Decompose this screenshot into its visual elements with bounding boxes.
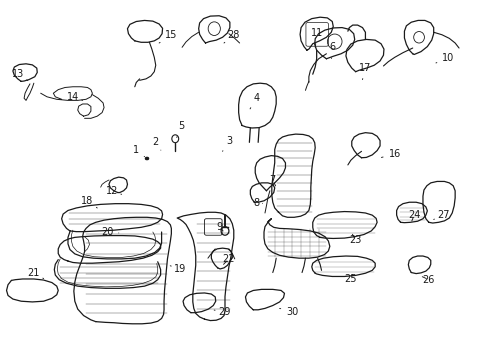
Text: 15: 15 — [159, 30, 177, 43]
Text: 17: 17 — [359, 63, 371, 80]
Text: 20: 20 — [101, 227, 119, 237]
Text: 11: 11 — [310, 28, 322, 48]
Text: 18: 18 — [81, 196, 97, 208]
Text: 25: 25 — [344, 274, 356, 284]
Text: 21: 21 — [28, 267, 43, 279]
Text: 23: 23 — [349, 234, 361, 245]
Text: 7: 7 — [269, 175, 275, 186]
Text: 4: 4 — [249, 93, 259, 109]
Text: 26: 26 — [422, 275, 434, 285]
Text: 2: 2 — [152, 138, 161, 150]
Text: 24: 24 — [407, 210, 420, 221]
Text: 5: 5 — [176, 121, 184, 138]
Text: 10: 10 — [435, 53, 453, 63]
Text: 27: 27 — [433, 210, 449, 220]
Text: 1: 1 — [133, 144, 144, 157]
Text: 13: 13 — [12, 69, 28, 81]
Text: 6: 6 — [328, 42, 335, 58]
Text: 30: 30 — [279, 307, 298, 317]
Text: 8: 8 — [253, 198, 262, 208]
Text: 14: 14 — [66, 92, 82, 102]
Text: 29: 29 — [214, 307, 230, 317]
Text: 12: 12 — [105, 186, 122, 196]
Text: 3: 3 — [222, 136, 231, 151]
Text: 22: 22 — [222, 254, 235, 264]
Text: 19: 19 — [170, 264, 186, 274]
Text: 16: 16 — [381, 149, 400, 159]
Text: 28: 28 — [224, 30, 240, 43]
Text: 9: 9 — [216, 222, 223, 231]
